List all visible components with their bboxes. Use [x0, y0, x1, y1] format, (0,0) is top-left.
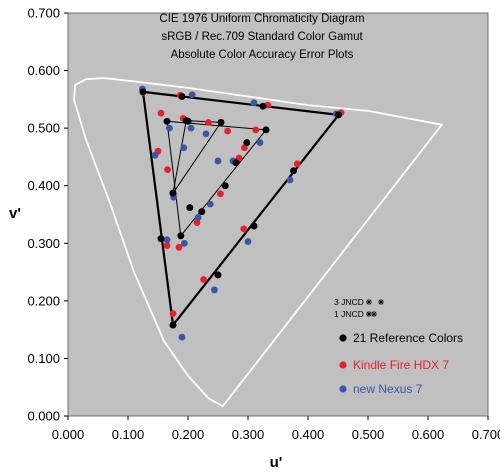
reference-point: [186, 204, 194, 211]
y-tick-label: 0.200: [27, 293, 60, 308]
reference-point: [214, 271, 222, 279]
data-point: [194, 213, 202, 221]
jncd-scale: 3 JNCD 1 JNCD: [334, 297, 384, 319]
x-axis-title: u': [270, 454, 283, 471]
jncd-star-stroke: [366, 311, 372, 317]
data-point: [240, 225, 248, 233]
title-line-1: CIE 1976 Uniform Chromaticity Diagram: [159, 13, 364, 25]
data-point: [164, 166, 172, 173]
data-point: [241, 144, 248, 152]
data-point: [166, 124, 173, 132]
reference-point: [163, 117, 171, 125]
reference-point: [290, 167, 297, 175]
reference-point: [217, 118, 225, 126]
jncd-star-stroke: [371, 311, 377, 317]
y-tick-label: 0.100: [27, 351, 60, 366]
reference-point: [182, 117, 190, 125]
data-point: [214, 157, 222, 165]
data-point: [175, 243, 183, 251]
title-line-3: Absolute Color Accuracy Error Plots: [171, 49, 354, 61]
jncd-star-stroke: [378, 299, 384, 305]
legend-label-nexus: new Nexus 7: [353, 382, 423, 396]
legend-marker-kindle: [339, 361, 347, 369]
data-point: [256, 139, 264, 146]
jncd-label-3: 3 JNCD: [334, 297, 364, 307]
legend-marker-nexus: [339, 385, 347, 393]
reference-point: [177, 232, 185, 240]
data-point: [180, 144, 188, 152]
reference-point: [139, 88, 147, 96]
reference-point: [169, 321, 177, 329]
data-point: [202, 130, 210, 138]
reference-point: [157, 235, 165, 243]
reference-point: [259, 102, 267, 110]
plot-area: [67, 12, 489, 417]
data-point: [211, 286, 218, 294]
jncd-label-1: 1 JNCD: [334, 309, 364, 319]
data-point: [217, 190, 224, 198]
data-point: [163, 236, 171, 244]
data-point: [252, 126, 260, 134]
x-tick-label: 0.700: [472, 427, 500, 442]
title-line-2: sRGB / Rec.709 Standard Color Gamut: [161, 31, 363, 43]
x-tick-label: 0.600: [412, 427, 445, 442]
data-points: [139, 85, 345, 341]
data-point: [187, 124, 195, 132]
spectral-locus: [73, 77, 443, 408]
reference-point: [335, 111, 342, 119]
legend-marker-reference: [339, 334, 347, 342]
data-point: [250, 99, 258, 107]
x-tick-label: 0.300: [232, 427, 265, 442]
reference-point: [198, 208, 206, 216]
data-point: [244, 238, 252, 245]
y-tick-label: 0.000: [27, 409, 60, 424]
x-tick-label: 0.400: [292, 427, 325, 442]
reference-point: [221, 182, 229, 190]
jncd-star-stroke: [366, 299, 372, 305]
y-tick-label: 0.400: [27, 178, 60, 193]
y-tick-label: 0.500: [27, 121, 60, 136]
reference-point: [250, 222, 258, 230]
data-point: [224, 127, 232, 135]
reference-point: [262, 126, 270, 134]
data-point: [205, 118, 212, 126]
srgb-gamut-triangle: [141, 90, 340, 327]
y-axis-title: v': [9, 205, 21, 222]
reference-point: [178, 93, 186, 100]
data-point: [163, 242, 171, 249]
reference-point: [232, 159, 240, 167]
data-point: [200, 276, 208, 283]
x-tick-label: 0.500: [352, 427, 385, 442]
data-point: [151, 151, 159, 159]
reference-point: [169, 189, 177, 197]
x-tick-label: 0.200: [172, 427, 205, 442]
data-point: [193, 219, 201, 226]
legend-label-kindle: Kindle Fire HDX 7: [353, 358, 449, 372]
y-tick-label: 0.600: [27, 63, 60, 78]
data-point: [188, 91, 196, 99]
x-tick-label: 0.000: [52, 427, 85, 442]
data-point: [178, 333, 186, 341]
reference-point: [243, 139, 251, 146]
legend-label-reference: 21 Reference Colors: [353, 331, 463, 345]
axis-ticks: 0.000 0.100 0.200 0.300 0.400 0.500 0.600 0.70 0…: [27, 6, 500, 443]
jncd-marks: [366, 299, 384, 317]
x-tick-label: 0.100: [112, 427, 145, 442]
data-point: [286, 176, 294, 184]
chart-title: CIE 1976 Uniform Chromaticity Diagram sR…: [159, 13, 364, 61]
y-tick-label: 0.300: [27, 236, 60, 251]
saturation-triangle-2: [172, 120, 222, 194]
legend: 21 Reference Colors Kindle Fire HDX 7 ne…: [339, 331, 463, 396]
data-point: [157, 109, 165, 117]
spectral-locus-curve: [73, 77, 443, 408]
data-point: [206, 200, 214, 208]
y-tick-label: 0.700: [27, 6, 60, 21]
data-point: [293, 160, 301, 168]
data-point: [169, 310, 177, 317]
data-point: [181, 239, 188, 247]
